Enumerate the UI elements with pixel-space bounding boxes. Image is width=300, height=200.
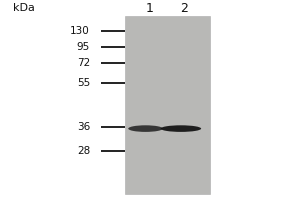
- Text: 28: 28: [77, 146, 90, 156]
- Text: 36: 36: [77, 122, 90, 132]
- Text: kDa: kDa: [13, 3, 35, 13]
- Text: 2: 2: [181, 1, 188, 15]
- Ellipse shape: [161, 125, 201, 132]
- Text: 130: 130: [70, 26, 90, 36]
- Text: 72: 72: [77, 58, 90, 68]
- Ellipse shape: [128, 125, 163, 132]
- Text: 1: 1: [146, 1, 154, 15]
- Text: 95: 95: [77, 42, 90, 52]
- Text: 55: 55: [77, 78, 90, 88]
- Bar: [124, 16, 210, 194]
